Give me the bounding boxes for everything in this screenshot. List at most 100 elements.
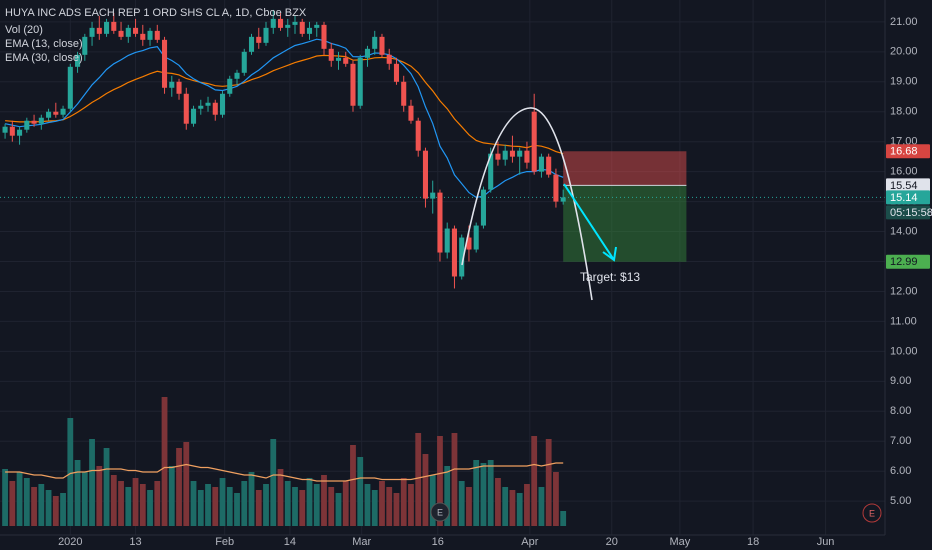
x-tick-label: May — [669, 536, 690, 548]
volume-bar — [400, 478, 407, 526]
volume-bar — [408, 484, 414, 526]
candle-body — [270, 18, 276, 28]
y-tick-label: 6.00 — [890, 465, 911, 477]
volume-bar — [538, 487, 545, 526]
candle-body — [248, 36, 255, 52]
volume-bar — [9, 481, 16, 526]
candle-body — [415, 120, 421, 151]
arrow-line — [563, 183, 615, 261]
candle-body — [277, 18, 284, 28]
candle-body — [24, 120, 30, 130]
x-tick-label: 20 — [606, 536, 618, 548]
volume-bar — [89, 439, 95, 526]
x-tick-label: 13 — [129, 536, 141, 548]
volume-bar — [328, 487, 335, 526]
y-tick-label: 19.00 — [890, 76, 918, 88]
candle-body — [2, 126, 8, 133]
y-tick-label: 7.00 — [890, 435, 911, 447]
drawings: E E — [430, 107, 882, 523]
event-icon[interactable] — [430, 502, 450, 522]
y-tick-label: 20.00 — [890, 46, 918, 58]
candle-body — [401, 81, 407, 106]
candle-body — [343, 57, 349, 64]
annotation: Target: $13 — [580, 270, 640, 284]
volume-bar — [16, 472, 23, 526]
candle-body — [190, 108, 197, 124]
candle-body — [176, 81, 182, 94]
volume-bar — [255, 490, 262, 526]
candle-body — [263, 27, 269, 43]
candle-body — [328, 48, 334, 61]
volume-bar — [386, 487, 393, 526]
ema13-line — [4, 38, 564, 199]
volume-bar — [2, 469, 8, 526]
volume-bar — [284, 481, 291, 526]
volume-bar — [364, 484, 371, 526]
candle-body — [350, 63, 356, 106]
candle-body — [31, 120, 37, 124]
event-icon[interactable] — [862, 503, 882, 523]
volume-bar — [219, 478, 226, 526]
y-tick-label: 9.00 — [890, 375, 911, 387]
y-tick-label: 14.00 — [890, 225, 918, 237]
candle-body — [241, 51, 247, 73]
candle-body — [38, 117, 44, 124]
entry-label: 15.54 — [890, 180, 918, 192]
volume-bar — [31, 487, 37, 526]
event-icon-label: E — [869, 508, 875, 518]
candle-body — [299, 21, 305, 34]
candle-body — [531, 111, 537, 172]
candle-body — [67, 66, 73, 109]
target-label-box — [886, 254, 930, 269]
candle-body — [386, 54, 392, 64]
volume-bar — [357, 457, 364, 526]
last-price-label: 15.14 — [890, 192, 918, 204]
volume-bar — [277, 469, 284, 526]
candle-body — [314, 24, 320, 28]
volume-bar — [531, 436, 538, 526]
volume-bar — [429, 475, 436, 526]
candle-body — [560, 197, 566, 202]
target-zone — [563, 185, 687, 262]
volume-bar — [125, 487, 132, 526]
volume-bar — [147, 490, 153, 526]
volume-bar — [524, 484, 530, 526]
candle-body — [118, 30, 124, 37]
candle-body — [372, 36, 378, 49]
y-tick-label: 10.00 — [890, 345, 918, 357]
stop-zone — [563, 151, 687, 186]
volume-bar — [335, 493, 342, 526]
volume-bar — [103, 448, 110, 526]
candle-body — [306, 27, 313, 34]
volume-bar — [23, 478, 30, 526]
volume-bar — [45, 490, 52, 526]
volume-bar — [451, 433, 458, 526]
volume-bar — [197, 490, 204, 526]
candle-body — [473, 225, 479, 250]
volume-bar — [52, 496, 59, 526]
candle-body — [364, 48, 371, 58]
volume-bar — [132, 478, 139, 526]
candle-body — [357, 57, 363, 106]
candle-body — [17, 129, 23, 136]
volume-bar — [190, 481, 197, 526]
volume-bar — [342, 481, 349, 526]
volume-bar — [241, 481, 248, 526]
event-icon-label: E — [437, 507, 443, 517]
candle-body — [46, 111, 52, 118]
x-tick-label: Jun — [817, 536, 835, 548]
candle-body — [285, 24, 291, 28]
candle-body — [219, 93, 226, 115]
volume-bar — [154, 481, 161, 526]
volume-bar — [422, 454, 429, 526]
candle-body — [198, 105, 204, 109]
indicator-label: Vol (20) — [5, 24, 43, 36]
candle-body — [292, 21, 298, 25]
candle-body — [125, 27, 131, 37]
candle-body — [96, 27, 102, 34]
volume-bar — [110, 475, 117, 526]
candle-body — [75, 54, 81, 67]
x-tick-label: Apr — [521, 536, 538, 548]
volume-bar — [205, 484, 211, 526]
volume-bar — [480, 463, 487, 526]
